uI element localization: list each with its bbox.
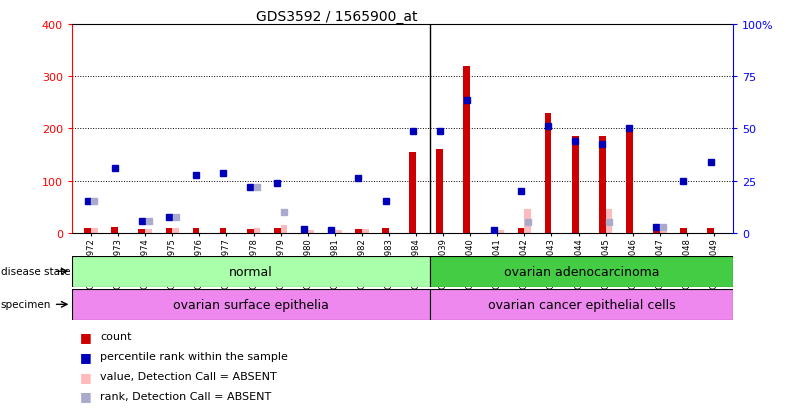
Bar [172, 228, 179, 233]
Bar [464, 66, 470, 233]
Text: normal: normal [229, 265, 273, 278]
Bar [91, 228, 98, 233]
Bar [254, 228, 260, 233]
Text: ■: ■ [80, 389, 92, 403]
Bar [308, 231, 315, 233]
Bar [707, 228, 714, 233]
Bar [497, 231, 504, 233]
Text: ovarian cancer epithelial cells: ovarian cancer epithelial cells [488, 298, 675, 311]
Bar [219, 228, 227, 233]
Bar [301, 231, 308, 233]
Bar [525, 210, 531, 233]
Text: specimen: specimen [1, 299, 51, 310]
Bar [166, 228, 172, 233]
Bar [409, 152, 416, 233]
Text: ■: ■ [80, 350, 92, 363]
Bar [280, 225, 288, 233]
Bar [626, 132, 633, 233]
Bar [517, 228, 525, 233]
Text: ovarian surface epithelia: ovarian surface epithelia [173, 298, 329, 311]
Bar [328, 231, 335, 233]
Bar [660, 231, 666, 233]
Text: disease state: disease state [1, 266, 70, 277]
Bar [382, 228, 389, 233]
Bar [437, 150, 443, 233]
Bar [430, 256, 733, 287]
Text: ovarian adenocarcinoma: ovarian adenocarcinoma [504, 265, 659, 278]
Bar [680, 228, 687, 233]
Bar [572, 137, 578, 233]
Text: value, Detection Call = ABSENT: value, Detection Call = ABSENT [100, 371, 277, 381]
Bar [274, 228, 280, 233]
Text: rank, Detection Call = ABSENT: rank, Detection Call = ABSENT [100, 391, 272, 401]
Bar [599, 137, 606, 233]
Bar [430, 289, 733, 320]
Bar [606, 210, 613, 233]
Text: ■: ■ [80, 330, 92, 343]
Bar [145, 229, 152, 233]
Bar [362, 229, 368, 233]
Bar [192, 228, 199, 233]
Text: percentile rank within the sample: percentile rank within the sample [100, 351, 288, 361]
Text: GDS3592 / 1565900_at: GDS3592 / 1565900_at [256, 10, 417, 24]
Text: ■: ■ [80, 370, 92, 383]
Text: count: count [100, 332, 131, 342]
Bar [72, 289, 430, 320]
Bar [335, 231, 341, 233]
Bar [247, 229, 254, 233]
Bar [72, 256, 430, 287]
Bar [653, 231, 660, 233]
Bar [111, 227, 118, 233]
Bar [490, 231, 497, 233]
Bar [545, 114, 551, 233]
Bar [355, 229, 362, 233]
Bar [84, 228, 91, 233]
Bar [139, 229, 145, 233]
